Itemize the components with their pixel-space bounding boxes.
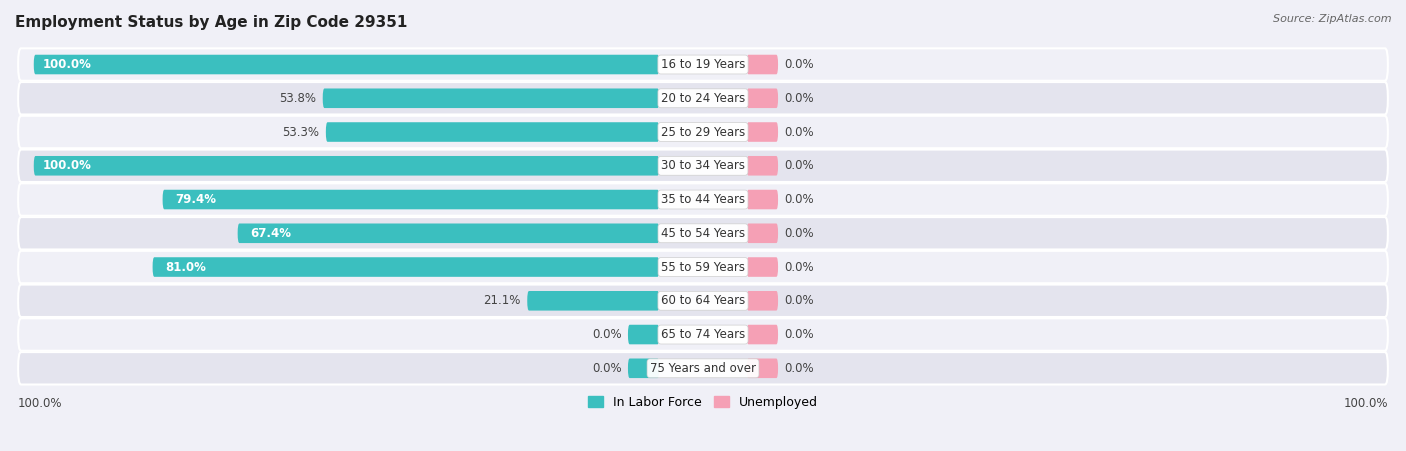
FancyBboxPatch shape [747,224,778,243]
FancyBboxPatch shape [18,82,1388,115]
Text: 53.3%: 53.3% [283,125,319,138]
Text: 25 to 29 Years: 25 to 29 Years [661,125,745,138]
Text: 35 to 44 Years: 35 to 44 Years [661,193,745,206]
FancyBboxPatch shape [18,116,1388,148]
Text: 100.0%: 100.0% [1343,397,1388,410]
Text: Employment Status by Age in Zip Code 29351: Employment Status by Age in Zip Code 293… [15,15,408,30]
FancyBboxPatch shape [747,291,778,311]
Text: 45 to 54 Years: 45 to 54 Years [661,227,745,240]
Text: 100.0%: 100.0% [44,58,91,71]
FancyBboxPatch shape [747,156,778,175]
Text: Source: ZipAtlas.com: Source: ZipAtlas.com [1274,14,1392,23]
Text: 79.4%: 79.4% [176,193,217,206]
FancyBboxPatch shape [18,183,1388,216]
Text: 53.8%: 53.8% [280,92,316,105]
Text: 0.0%: 0.0% [785,328,814,341]
Text: 60 to 64 Years: 60 to 64 Years [661,295,745,307]
FancyBboxPatch shape [323,88,659,108]
Text: 100.0%: 100.0% [44,159,91,172]
Text: 81.0%: 81.0% [165,261,207,274]
FancyBboxPatch shape [628,325,659,344]
FancyBboxPatch shape [18,285,1388,317]
Text: 100.0%: 100.0% [18,397,63,410]
Text: 0.0%: 0.0% [785,362,814,375]
Text: 55 to 59 Years: 55 to 59 Years [661,261,745,274]
FancyBboxPatch shape [747,88,778,108]
FancyBboxPatch shape [747,122,778,142]
Text: 0.0%: 0.0% [592,362,621,375]
FancyBboxPatch shape [747,257,778,277]
Text: 75 Years and over: 75 Years and over [650,362,756,375]
Text: 0.0%: 0.0% [785,58,814,71]
Text: 0.0%: 0.0% [785,227,814,240]
Text: 0.0%: 0.0% [785,193,814,206]
Text: 67.4%: 67.4% [250,227,291,240]
FancyBboxPatch shape [153,257,659,277]
Text: 65 to 74 Years: 65 to 74 Years [661,328,745,341]
Text: 0.0%: 0.0% [785,261,814,274]
Legend: In Labor Force, Unemployed: In Labor Force, Unemployed [583,391,823,414]
Text: 21.1%: 21.1% [484,295,522,307]
FancyBboxPatch shape [238,224,659,243]
Text: 0.0%: 0.0% [592,328,621,341]
FancyBboxPatch shape [747,359,778,378]
FancyBboxPatch shape [326,122,659,142]
FancyBboxPatch shape [747,325,778,344]
Text: 0.0%: 0.0% [785,159,814,172]
FancyBboxPatch shape [18,217,1388,249]
Text: 0.0%: 0.0% [785,92,814,105]
FancyBboxPatch shape [527,291,659,311]
FancyBboxPatch shape [18,352,1388,385]
FancyBboxPatch shape [747,190,778,209]
FancyBboxPatch shape [18,318,1388,351]
FancyBboxPatch shape [628,359,659,378]
Text: 30 to 34 Years: 30 to 34 Years [661,159,745,172]
FancyBboxPatch shape [747,55,778,74]
FancyBboxPatch shape [18,251,1388,283]
FancyBboxPatch shape [18,48,1388,81]
Text: 0.0%: 0.0% [785,125,814,138]
FancyBboxPatch shape [34,156,659,175]
Text: 16 to 19 Years: 16 to 19 Years [661,58,745,71]
Text: 20 to 24 Years: 20 to 24 Years [661,92,745,105]
FancyBboxPatch shape [163,190,659,209]
FancyBboxPatch shape [18,150,1388,182]
Text: 0.0%: 0.0% [785,295,814,307]
FancyBboxPatch shape [34,55,659,74]
